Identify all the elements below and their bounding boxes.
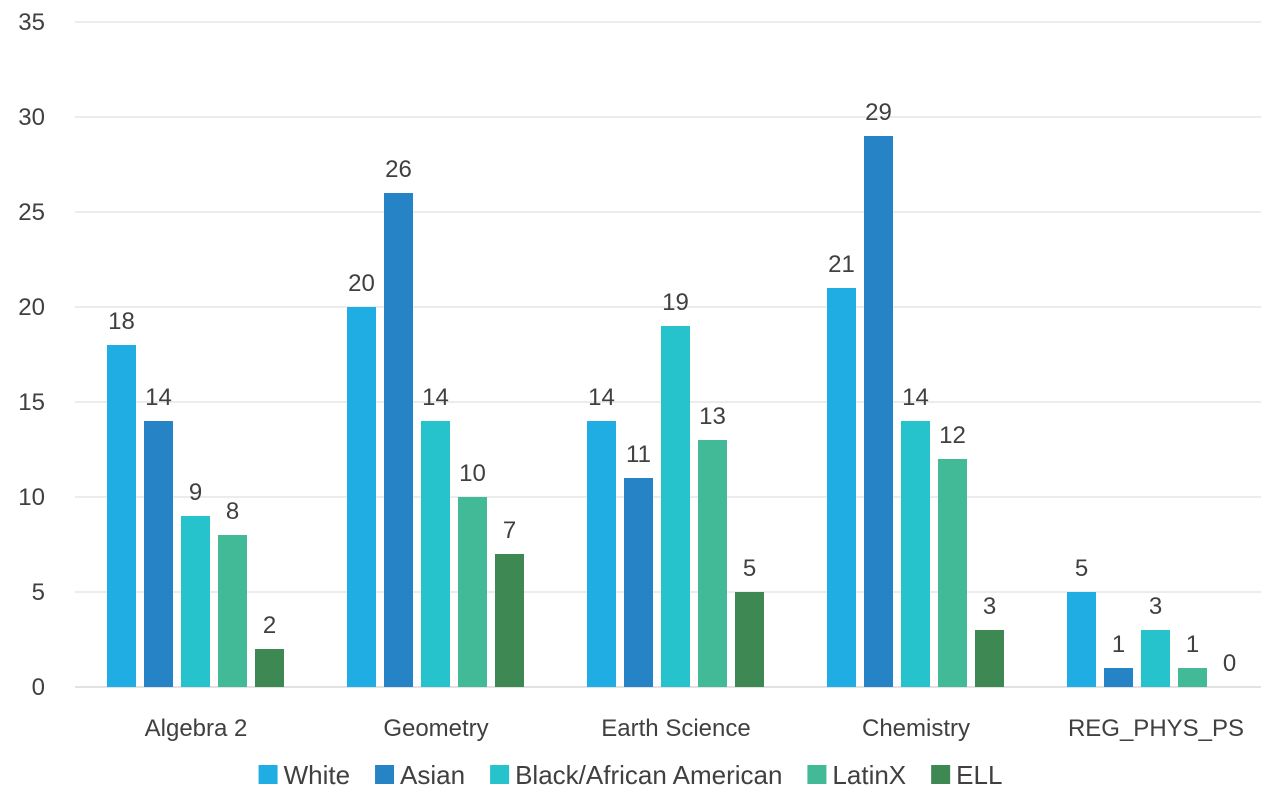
bar: [661, 326, 690, 687]
y-tick-label: 35: [18, 9, 45, 36]
data-label: 3: [983, 593, 996, 620]
bar: [384, 193, 413, 687]
bar: [901, 421, 930, 687]
x-tick-label: Chemistry: [862, 715, 970, 742]
data-label: 12: [939, 422, 966, 449]
y-tick-label: 15: [18, 389, 45, 416]
bar: [624, 478, 653, 687]
data-label: 5: [1075, 555, 1088, 582]
legend-item: Black/African American: [490, 760, 782, 790]
x-tick-label: REG_PHYS_PS: [1068, 715, 1244, 742]
data-label: 14: [422, 384, 449, 411]
legend-label: ELL: [956, 760, 1002, 790]
x-tick-label: Geometry: [383, 715, 488, 742]
bar: [107, 345, 136, 687]
y-tick-label: 20: [18, 294, 45, 321]
legend-item: White: [258, 760, 350, 790]
x-tick-label: Algebra 2: [145, 715, 248, 742]
bar: [1141, 630, 1170, 687]
bar: [144, 421, 173, 687]
bar: [938, 459, 967, 687]
bar: [1067, 592, 1096, 687]
bar: [975, 630, 1004, 687]
data-label: 14: [145, 384, 172, 411]
data-label: 11: [626, 441, 651, 468]
legend-swatch: [375, 765, 395, 784]
data-label: 9: [189, 479, 202, 506]
y-tick-label: 30: [18, 104, 45, 131]
data-label: 1: [1186, 631, 1199, 658]
y-axis-ticks: 0 5 10 15 20 25 30 35: [18, 9, 45, 701]
legend-label: LatinX: [832, 760, 906, 790]
bar: [587, 421, 616, 687]
bar: [255, 649, 284, 687]
y-tick-label: 25: [18, 199, 45, 226]
legend-label: White: [284, 760, 350, 790]
bar: [495, 554, 524, 687]
legend-item: LatinX: [807, 760, 906, 790]
legend-swatch: [931, 765, 951, 784]
data-label: 2: [263, 612, 276, 639]
data-label: 26: [385, 156, 412, 183]
x-axis-ticks: Algebra 2 Geometry Earth Science Chemistry R…: [145, 715, 1244, 742]
bar: [827, 288, 856, 687]
legend-item: Asian: [375, 760, 465, 790]
y-tick-label: 5: [32, 579, 45, 606]
bar: [698, 440, 727, 687]
x-tick-label: Earth Science: [601, 715, 750, 742]
bar: [864, 136, 893, 687]
bar: [218, 535, 247, 687]
data-label: 1: [1112, 631, 1125, 658]
bar: [458, 497, 487, 687]
legend-item: ELL: [931, 760, 1002, 790]
bar: [181, 516, 210, 687]
data-label: 13: [699, 403, 726, 430]
data-label: 8: [226, 498, 239, 525]
legend-swatch: [490, 765, 510, 784]
bar: [347, 307, 376, 687]
data-label: 7: [503, 517, 516, 544]
bar: [735, 592, 764, 687]
y-tick-label: 10: [18, 484, 45, 511]
data-label: 21: [828, 251, 855, 278]
legend-swatch: [807, 765, 827, 784]
data-label: 20: [348, 270, 375, 297]
legend-swatch: [258, 765, 278, 784]
bar: [421, 421, 450, 687]
data-label: 5: [743, 555, 756, 582]
data-label: 18: [108, 308, 135, 335]
gridlines: [75, 21, 1261, 688]
bar: [1178, 668, 1207, 687]
data-label: 10: [459, 460, 486, 487]
data-label: 3: [1149, 593, 1162, 620]
legend: White Asian Black/African American LatinX EL…: [258, 760, 1002, 790]
bar: [1104, 668, 1133, 687]
legend-label: Black/African American: [515, 760, 782, 790]
data-label: 0: [1223, 650, 1236, 677]
data-label: 19: [662, 289, 689, 316]
data-label: 14: [902, 384, 929, 411]
data-label: 14: [588, 384, 615, 411]
legend-label: Asian: [400, 760, 465, 790]
data-label: 29: [865, 99, 892, 126]
y-tick-label: 0: [32, 674, 45, 701]
bars: [107, 136, 1207, 687]
